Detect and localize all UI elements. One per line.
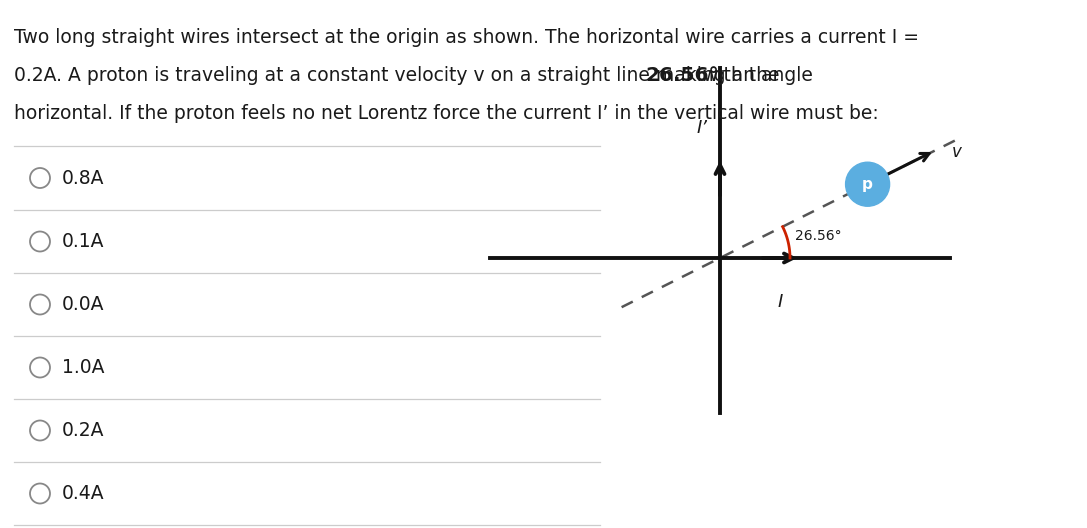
Circle shape xyxy=(30,357,50,378)
Text: Two long straight wires intersect at the origin as shown. The horizontal wire ca: Two long straight wires intersect at the… xyxy=(14,28,919,47)
Text: 0.0A: 0.0A xyxy=(62,295,104,314)
Circle shape xyxy=(30,420,50,440)
Text: 26.56°: 26.56° xyxy=(795,229,841,243)
Text: I: I xyxy=(777,293,783,311)
Circle shape xyxy=(30,484,50,504)
Text: 0.2A: 0.2A xyxy=(62,421,104,440)
Circle shape xyxy=(30,295,50,315)
Text: 26.56°: 26.56° xyxy=(646,66,720,85)
Text: v: v xyxy=(951,143,962,161)
Circle shape xyxy=(846,162,889,206)
Text: 1.0A: 1.0A xyxy=(62,358,104,377)
Text: horizontal. If the proton feels no net Lorentz force the current I’ in the verti: horizontal. If the proton feels no net L… xyxy=(14,104,878,123)
Circle shape xyxy=(30,168,50,188)
Text: with the: with the xyxy=(697,66,779,85)
Text: 0.2A. A proton is traveling at a constant velocity v on a straight line making a: 0.2A. A proton is traveling at a constan… xyxy=(14,66,819,85)
Text: 0.8A: 0.8A xyxy=(62,168,104,187)
Text: 0.1A: 0.1A xyxy=(62,232,104,251)
Text: I’: I’ xyxy=(697,119,708,137)
Text: p: p xyxy=(862,177,873,192)
Circle shape xyxy=(30,231,50,251)
Text: 0.4A: 0.4A xyxy=(62,484,104,503)
